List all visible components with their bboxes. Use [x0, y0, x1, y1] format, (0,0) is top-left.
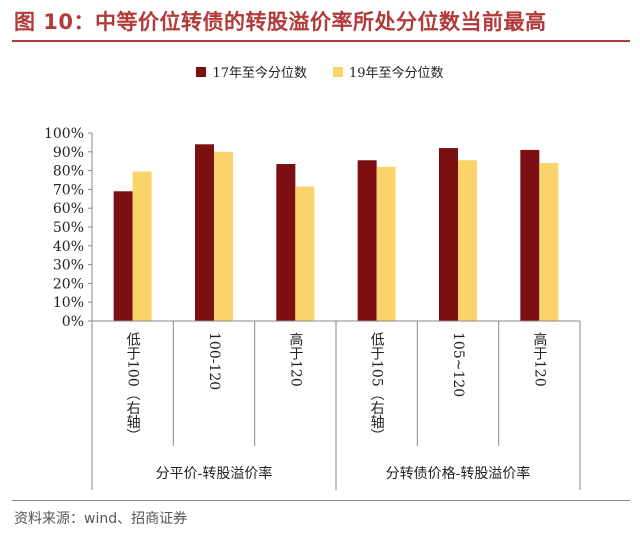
bar-series-1-0: [113, 191, 133, 321]
bar-series-1-5: [520, 149, 540, 321]
y-tick-label: 20%: [53, 276, 84, 292]
source-divider: [12, 500, 630, 501]
category-label: 低于100（右轴）: [125, 332, 141, 443]
y-tick-label: 80%: [53, 164, 84, 180]
bar-series-1-3: [357, 160, 377, 321]
y-tick-label: 60%: [53, 201, 84, 217]
y-tick-label: 0%: [62, 314, 84, 330]
bar-series-1-4: [439, 148, 458, 321]
bar-series-2-5: [539, 163, 559, 321]
category-label: 低于105（右轴）: [369, 332, 385, 443]
bar-series-2-1: [214, 151, 233, 321]
bar-chart: 0% 10% 20% 30% 40% 50% 60% 70% 80% 90% 100% 低于100（右…: [44, 126, 581, 490]
y-tick-label: 10%: [53, 295, 84, 311]
legend-label-series-1: 17年至今分位数: [212, 66, 307, 81]
source-note: 资料来源：wind、招商证券: [14, 511, 188, 527]
legend-swatch-series-1: [196, 66, 207, 77]
y-tick-label: 70%: [53, 182, 84, 198]
category-label: 105~120: [450, 332, 466, 397]
group-label: 分平价-转股溢价率: [156, 465, 273, 482]
legend-label-series-2: 19年至今分位数: [349, 66, 444, 81]
y-tick-label: 90%: [53, 145, 84, 161]
legend-item-series-2: 19年至今分位数: [333, 62, 444, 81]
bar-series-1-1: [195, 144, 214, 321]
group-label: 分转债价格-转股溢价率: [386, 465, 531, 482]
bar-series-2-2: [295, 186, 315, 321]
chart-legend: 17年至今分位数 19年至今分位数: [0, 62, 640, 81]
bar-series-1-2: [276, 164, 296, 321]
y-tick-label: 40%: [53, 239, 84, 255]
category-label: 高于120: [287, 331, 303, 386]
y-tick-label: 100%: [44, 126, 84, 142]
bar-series-2-3: [376, 166, 396, 321]
y-tick-label: 50%: [53, 220, 84, 236]
chart-title: 图 10：中等价位转债的转股溢价率所处分位数当前最高: [14, 10, 547, 34]
bar-series-2-0: [132, 171, 152, 321]
legend-swatch-series-2: [333, 66, 343, 77]
category-label: 高于120: [531, 331, 547, 386]
y-tick-label: 30%: [53, 258, 84, 274]
legend-item-series-1: 17年至今分位数: [196, 62, 307, 81]
category-label: 100-120: [206, 332, 222, 390]
bar-series-2-4: [458, 160, 477, 321]
title-underline: [12, 40, 630, 42]
